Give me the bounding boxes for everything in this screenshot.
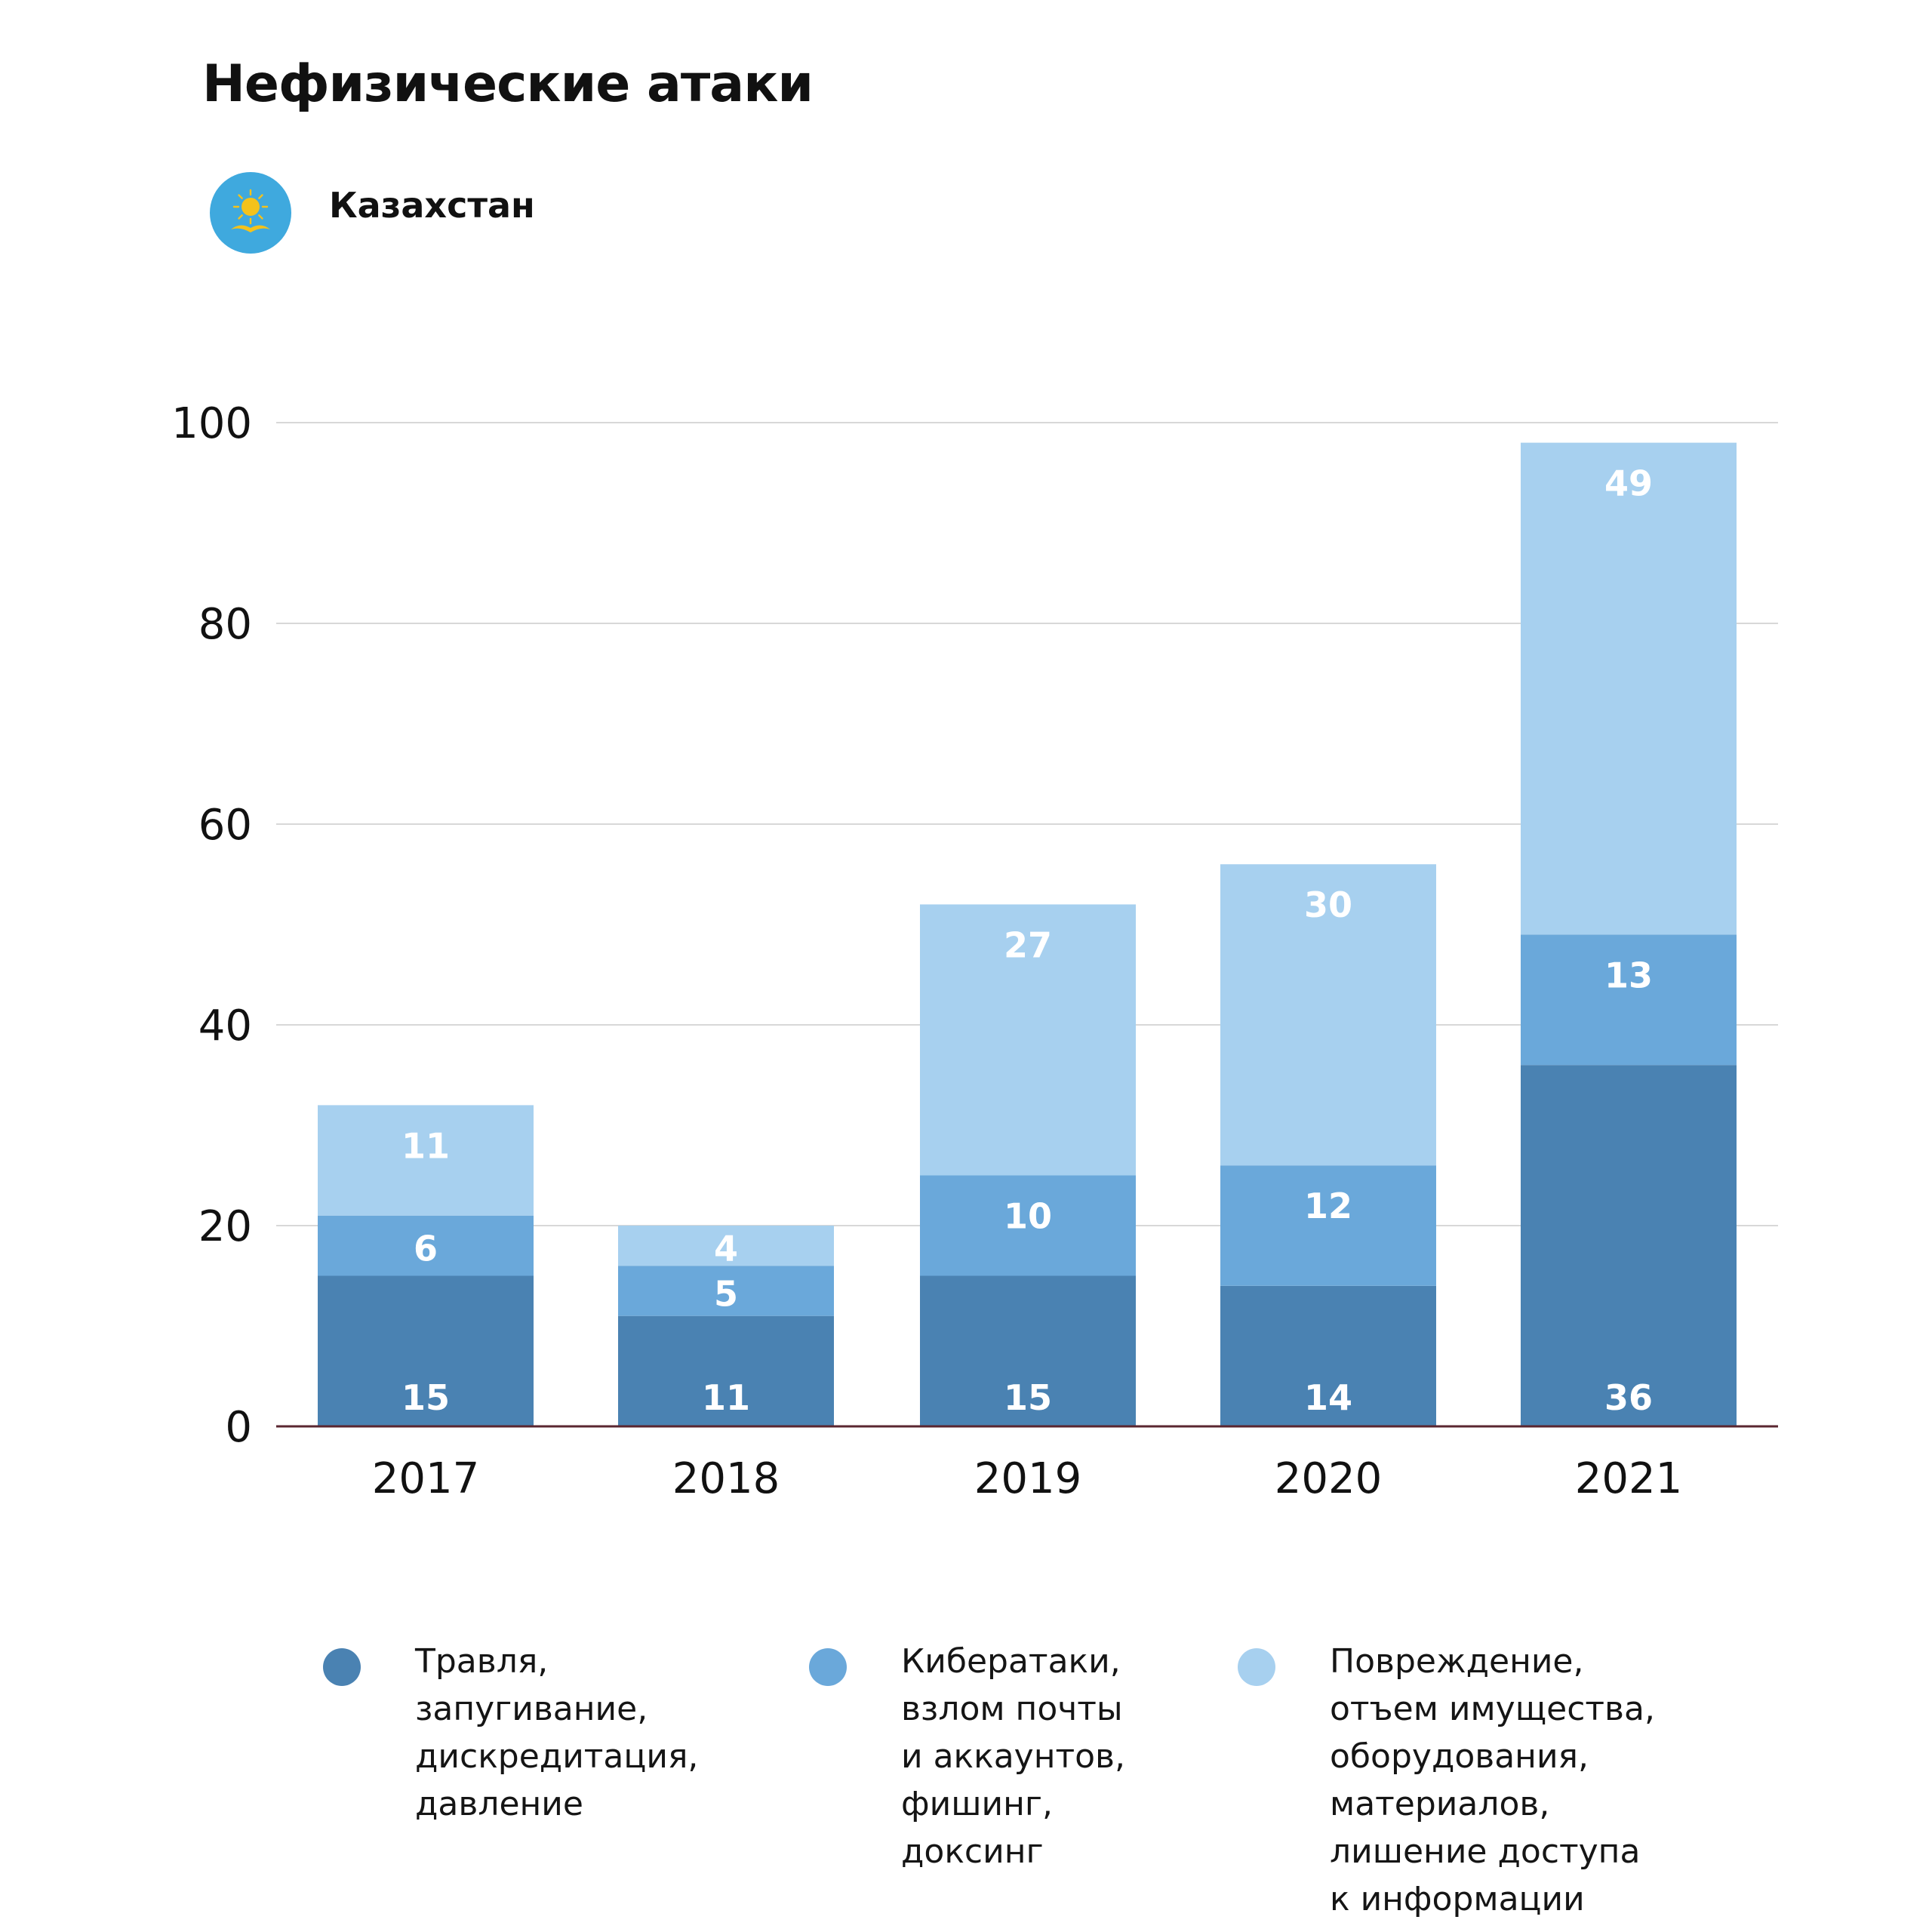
data-label: 27 — [1004, 924, 1052, 965]
legend-dot-series-1 — [323, 1648, 361, 1686]
bar-segment — [1521, 934, 1737, 1066]
y-tick-label: 60 — [198, 801, 252, 850]
x-tick-label: 2020 — [1275, 1454, 1383, 1503]
bar-segment — [318, 1215, 534, 1276]
x-tick-label: 2021 — [1575, 1454, 1683, 1503]
data-label: 6 — [414, 1229, 438, 1269]
data-label: 13 — [1604, 955, 1653, 995]
kazakhstan-flag-icon — [210, 172, 291, 254]
bar-segment — [1220, 1285, 1436, 1426]
data-label: 10 — [1004, 1196, 1052, 1237]
country-label: Казахстан — [329, 185, 535, 226]
legend-label-series-1: Травля, запугивание, дискредитация, давл… — [415, 1642, 699, 1823]
data-label: 15 — [401, 1377, 450, 1418]
legend-item-series-1: Травля, запугивание, дискредитация, давл… — [323, 1638, 698, 1828]
bar-segment — [618, 1226, 834, 1266]
bar-segment — [1521, 1065, 1737, 1426]
bar-segment — [318, 1105, 534, 1216]
y-tick-label: 20 — [198, 1202, 252, 1251]
y-tick-label: 0 — [225, 1403, 252, 1452]
bar-segment — [920, 904, 1136, 1176]
legend-label-series-2: Кибератаки, взлом почты и аккаунтов, фиш… — [901, 1642, 1125, 1871]
data-label: 49 — [1604, 463, 1653, 504]
bar-segment — [618, 1266, 834, 1316]
x-tick-label: 2017 — [372, 1454, 480, 1503]
legend-dot-series-2 — [809, 1648, 847, 1686]
y-tick-label: 100 — [171, 399, 252, 448]
bar-segment — [1220, 1165, 1436, 1286]
legend-label-series-3: Повреждение, отъем имущества, оборудован… — [1330, 1642, 1655, 1918]
data-label: 11 — [401, 1125, 450, 1166]
data-label: 15 — [1004, 1377, 1052, 1418]
x-tick-label: 2019 — [974, 1454, 1082, 1503]
bar-segment — [618, 1315, 834, 1426]
data-label: 5 — [714, 1273, 738, 1314]
bar-segment — [318, 1275, 534, 1426]
data-label: 12 — [1304, 1186, 1352, 1226]
bar-segment — [1220, 864, 1436, 1166]
legend-item-series-2: Кибератаки, взлом почты и аккаунтов, фиш… — [809, 1638, 1125, 1875]
data-label: 30 — [1304, 884, 1352, 925]
data-label: 36 — [1604, 1377, 1653, 1418]
legend-item-series-3: Повреждение, отъем имущества, оборудован… — [1238, 1638, 1655, 1923]
bar-segment — [920, 1275, 1136, 1426]
data-label: 4 — [714, 1229, 738, 1269]
data-label: 14 — [1304, 1377, 1352, 1418]
bar-segment — [1521, 442, 1737, 935]
legend-dot-series-3 — [1238, 1648, 1275, 1686]
y-tick-label: 40 — [198, 1001, 252, 1051]
data-label: 11 — [702, 1377, 750, 1418]
chart-title: Нефизические атаки — [202, 54, 814, 114]
y-tick-label: 80 — [198, 600, 252, 649]
bar-segment — [920, 1175, 1136, 1276]
x-tick-label: 2018 — [672, 1454, 780, 1503]
